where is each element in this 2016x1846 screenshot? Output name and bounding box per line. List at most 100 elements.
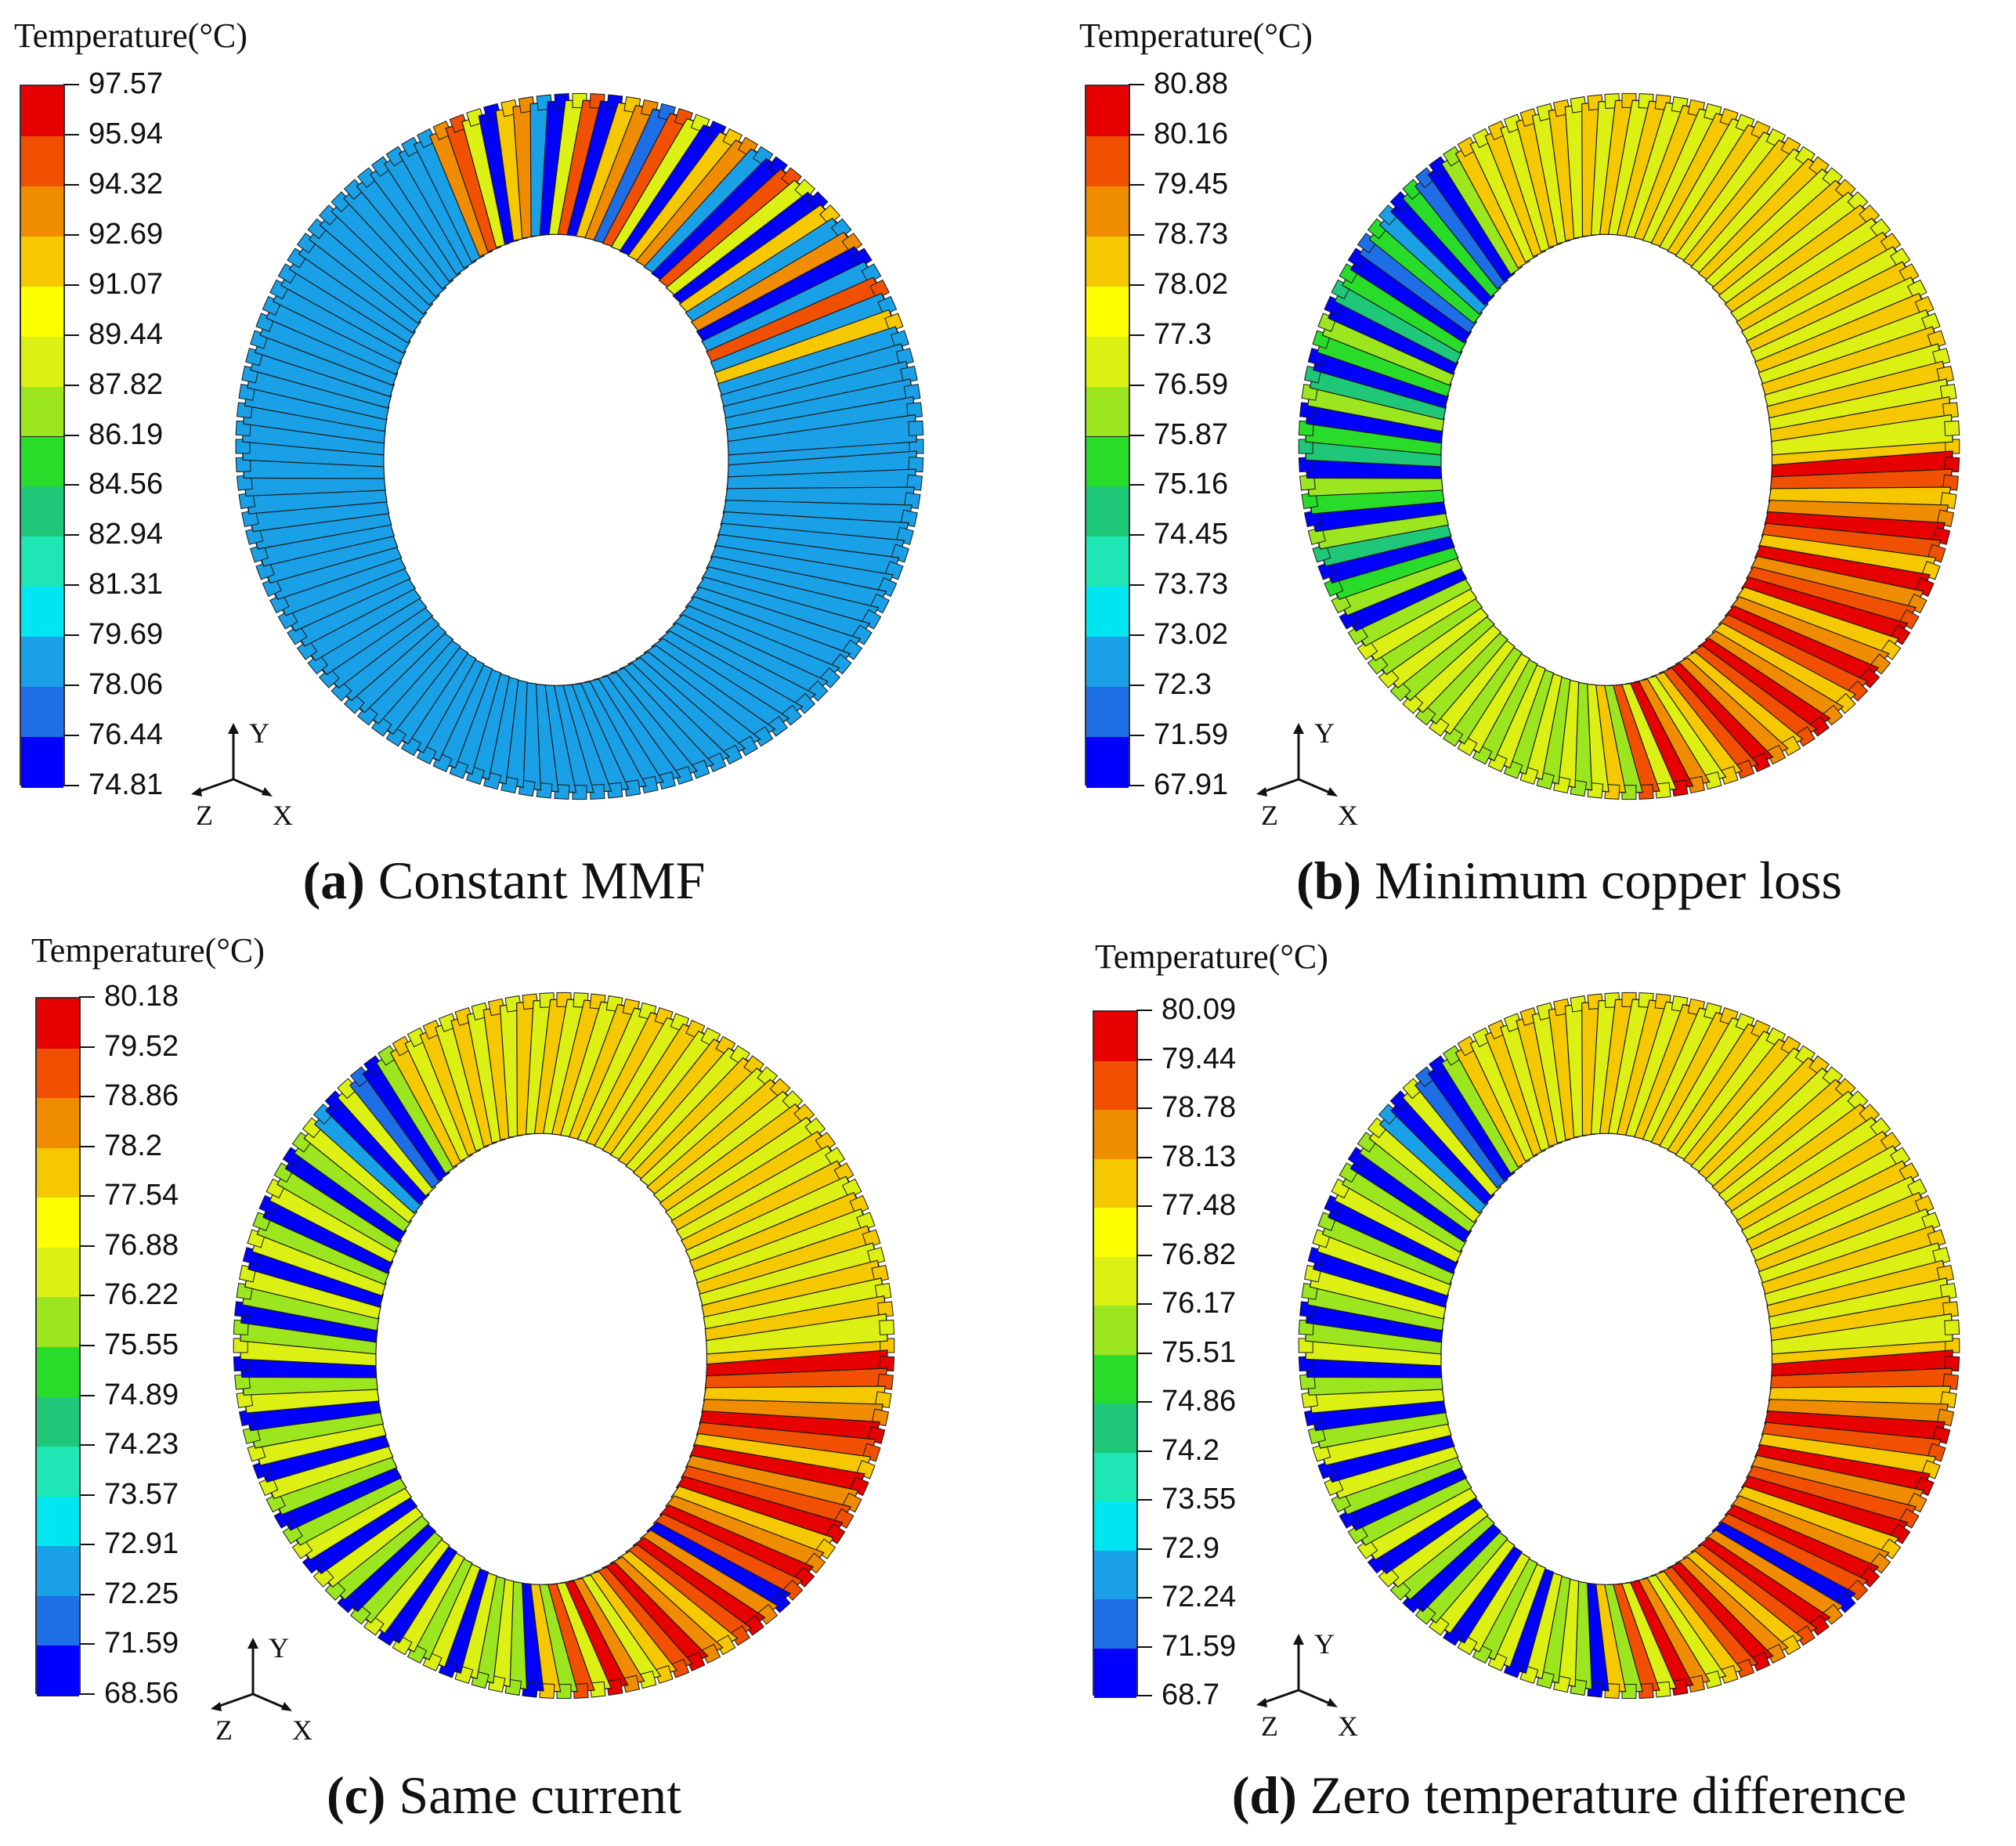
color-band [1094, 1354, 1136, 1404]
color-band [37, 1595, 79, 1647]
coil-tip [1357, 1538, 1378, 1559]
coil-tip [1389, 1579, 1411, 1601]
color-band [1094, 1110, 1136, 1160]
coil-tip [1944, 1319, 1960, 1335]
tick-label: 77.54 [104, 1179, 179, 1212]
color-band [1094, 1550, 1136, 1600]
stator-coil [1711, 1521, 1857, 1613]
tick-label: 74.23 [104, 1428, 179, 1461]
color-band [21, 436, 63, 488]
color-band [1094, 1501, 1136, 1552]
coil-tip [1389, 680, 1411, 702]
tick-mark [1129, 484, 1144, 486]
axis-triad-arrows [211, 1638, 292, 1711]
color-bar [35, 997, 81, 1696]
tick-label: 80.16 [1154, 117, 1229, 150]
color-band [37, 1198, 79, 1248]
caption: (a) Constant MMF [0, 850, 1008, 912]
caption-letter: (b) [1296, 851, 1362, 910]
tick-mark [1129, 785, 1144, 786]
axis-label-y: Y [269, 1632, 289, 1664]
stator-model [235, 92, 924, 800]
caption-text: Minimum copper loss [1375, 851, 1842, 910]
stator-coil [593, 1566, 694, 1678]
color-band [37, 1098, 79, 1149]
axis-label-x: X [1338, 1711, 1358, 1742]
axis-label-z: Z [215, 1714, 233, 1746]
color-band [1086, 186, 1129, 237]
tick-mark [79, 1046, 95, 1048]
tick-label: 72.91 [104, 1527, 179, 1561]
tick-label: 87.82 [89, 367, 164, 401]
color-band [21, 236, 63, 287]
tick-label: 72.3 [1154, 668, 1212, 702]
tick-mark [1136, 1401, 1152, 1403]
axis-triad-arrows [1256, 723, 1338, 797]
tick-mark [79, 1693, 95, 1695]
tick-label: 75.55 [104, 1328, 179, 1361]
coil-tip [815, 1132, 836, 1153]
tick-mark [63, 584, 79, 587]
tick-mark [1136, 1352, 1152, 1354]
color-band [37, 1297, 79, 1348]
tick-label: 74.81 [89, 768, 164, 801]
tick-label: 75.87 [1154, 417, 1229, 451]
color-band [37, 1347, 79, 1398]
tick-label: 79.44 [1162, 1042, 1237, 1075]
tick-label: 76.88 [104, 1228, 179, 1262]
tick-mark [79, 996, 95, 998]
axis-label-y: Y [1314, 717, 1335, 749]
tick-mark [1136, 1156, 1152, 1158]
coil-tip [1847, 1090, 1869, 1112]
color-bar [1093, 1010, 1138, 1698]
coil-tip [1847, 191, 1869, 213]
panel-b: Temperature(°C) Y Z X (b) Minimum copper… [1065, 0, 2016, 923]
coil-tip [1367, 653, 1389, 675]
color-band [1086, 737, 1129, 788]
tick-label: 76.59 [1154, 367, 1229, 401]
tick-mark [1136, 1303, 1152, 1305]
tick-mark [63, 84, 79, 85]
color-band [21, 336, 63, 388]
color-band [37, 999, 79, 1049]
coil-tip [1378, 1566, 1400, 1588]
coil-tip [1859, 1104, 1881, 1125]
tick-mark [1136, 1010, 1152, 1011]
coil-tip [1880, 233, 1902, 254]
legend-title: Temperature(°C) [14, 16, 247, 55]
tick-mark [1129, 334, 1144, 336]
coil-tip [1378, 667, 1400, 688]
tick-mark [79, 1096, 95, 1098]
axis-label-x: X [1338, 800, 1358, 831]
stator-coil [1642, 675, 1727, 790]
tick-label: 76.82 [1162, 1237, 1237, 1271]
tick-mark [1136, 1058, 1152, 1060]
coil-tip [1870, 218, 1891, 240]
coil-tip [302, 1552, 323, 1574]
color-band [21, 687, 63, 739]
tick-mark [63, 735, 79, 737]
tick-label: 78.02 [1154, 267, 1229, 301]
tick-mark [63, 534, 79, 536]
tick-label: 72.9 [1162, 1531, 1219, 1565]
stator-coil [727, 414, 924, 456]
coil-tip [804, 1117, 826, 1139]
color-bar [20, 85, 65, 788]
tick-label: 75.16 [1154, 468, 1229, 501]
axis-label-x: X [292, 1714, 313, 1746]
tick-mark [1129, 735, 1144, 737]
color-band [37, 1546, 79, 1597]
tick-label: 92.69 [89, 217, 164, 251]
tick-label: 80.18 [104, 980, 179, 1013]
tick-label: 78.78 [1162, 1091, 1237, 1124]
stator-coil [625, 1544, 753, 1646]
stator-coil [369, 156, 461, 283]
tick-mark [63, 133, 79, 135]
stator-coil [576, 1574, 662, 1689]
coil-tip [324, 1579, 346, 1601]
color-band [1086, 486, 1129, 538]
tick-mark [1136, 1499, 1152, 1501]
coil-tip [1859, 204, 1881, 226]
color-band [1086, 236, 1129, 287]
stator-coil [1454, 136, 1530, 269]
